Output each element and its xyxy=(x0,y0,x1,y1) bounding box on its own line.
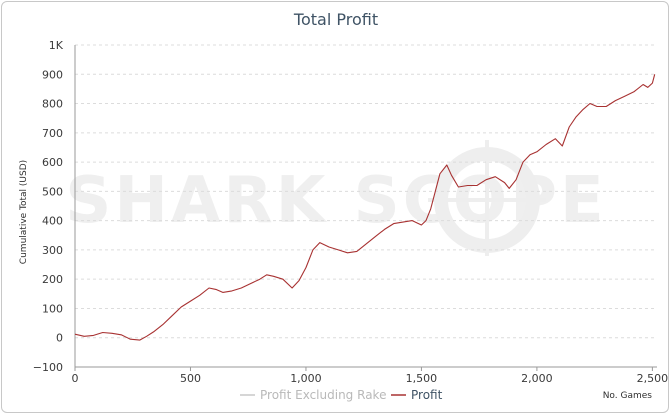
x-tick-label: 500 xyxy=(180,372,201,385)
y-tick-labels: −100 0 100 200 300 400 500 600 700 800 900 1K xyxy=(33,39,64,374)
legend: Profit Excluding Rake Profit xyxy=(240,388,443,402)
y-tick-label: 400 xyxy=(42,215,63,228)
x-tick-label: 0 xyxy=(72,372,79,385)
x-tick-label: 1,500 xyxy=(406,372,438,385)
y-tick-label: 500 xyxy=(42,185,63,198)
y-axis-label: Cumulative Total (USD) xyxy=(19,160,29,264)
series-lines xyxy=(74,74,656,341)
y-tick-label: 800 xyxy=(42,98,63,111)
x-tick-label: 2,000 xyxy=(521,372,553,385)
y-tick-label: −100 xyxy=(33,361,63,374)
y-tick-label: 900 xyxy=(42,68,63,81)
axes xyxy=(74,45,657,368)
y-tick-label: 0 xyxy=(56,332,63,345)
x-axis-label: No. Games xyxy=(603,391,653,401)
series-line-1 xyxy=(74,74,656,341)
legend-label-1: Profit xyxy=(411,388,443,402)
y-tick-label: 600 xyxy=(42,156,63,169)
y-tick-label: 700 xyxy=(42,127,63,140)
y-tick-label: 300 xyxy=(42,244,63,257)
y-tick-label: 1K xyxy=(49,39,64,52)
x-tick-labels: 0 500 1,000 1,500 2,000 2,500 xyxy=(72,367,669,385)
x-tick-label: 1,000 xyxy=(290,372,322,385)
y-tick-label: 100 xyxy=(42,302,63,315)
legend-label-0: Profit Excluding Rake xyxy=(260,388,386,402)
crosshair-watermark-icon xyxy=(428,140,546,256)
chart-title: Total Profit xyxy=(293,10,378,29)
x-tick-label: 2,500 xyxy=(637,372,669,385)
y-tick-label: 200 xyxy=(42,273,63,286)
